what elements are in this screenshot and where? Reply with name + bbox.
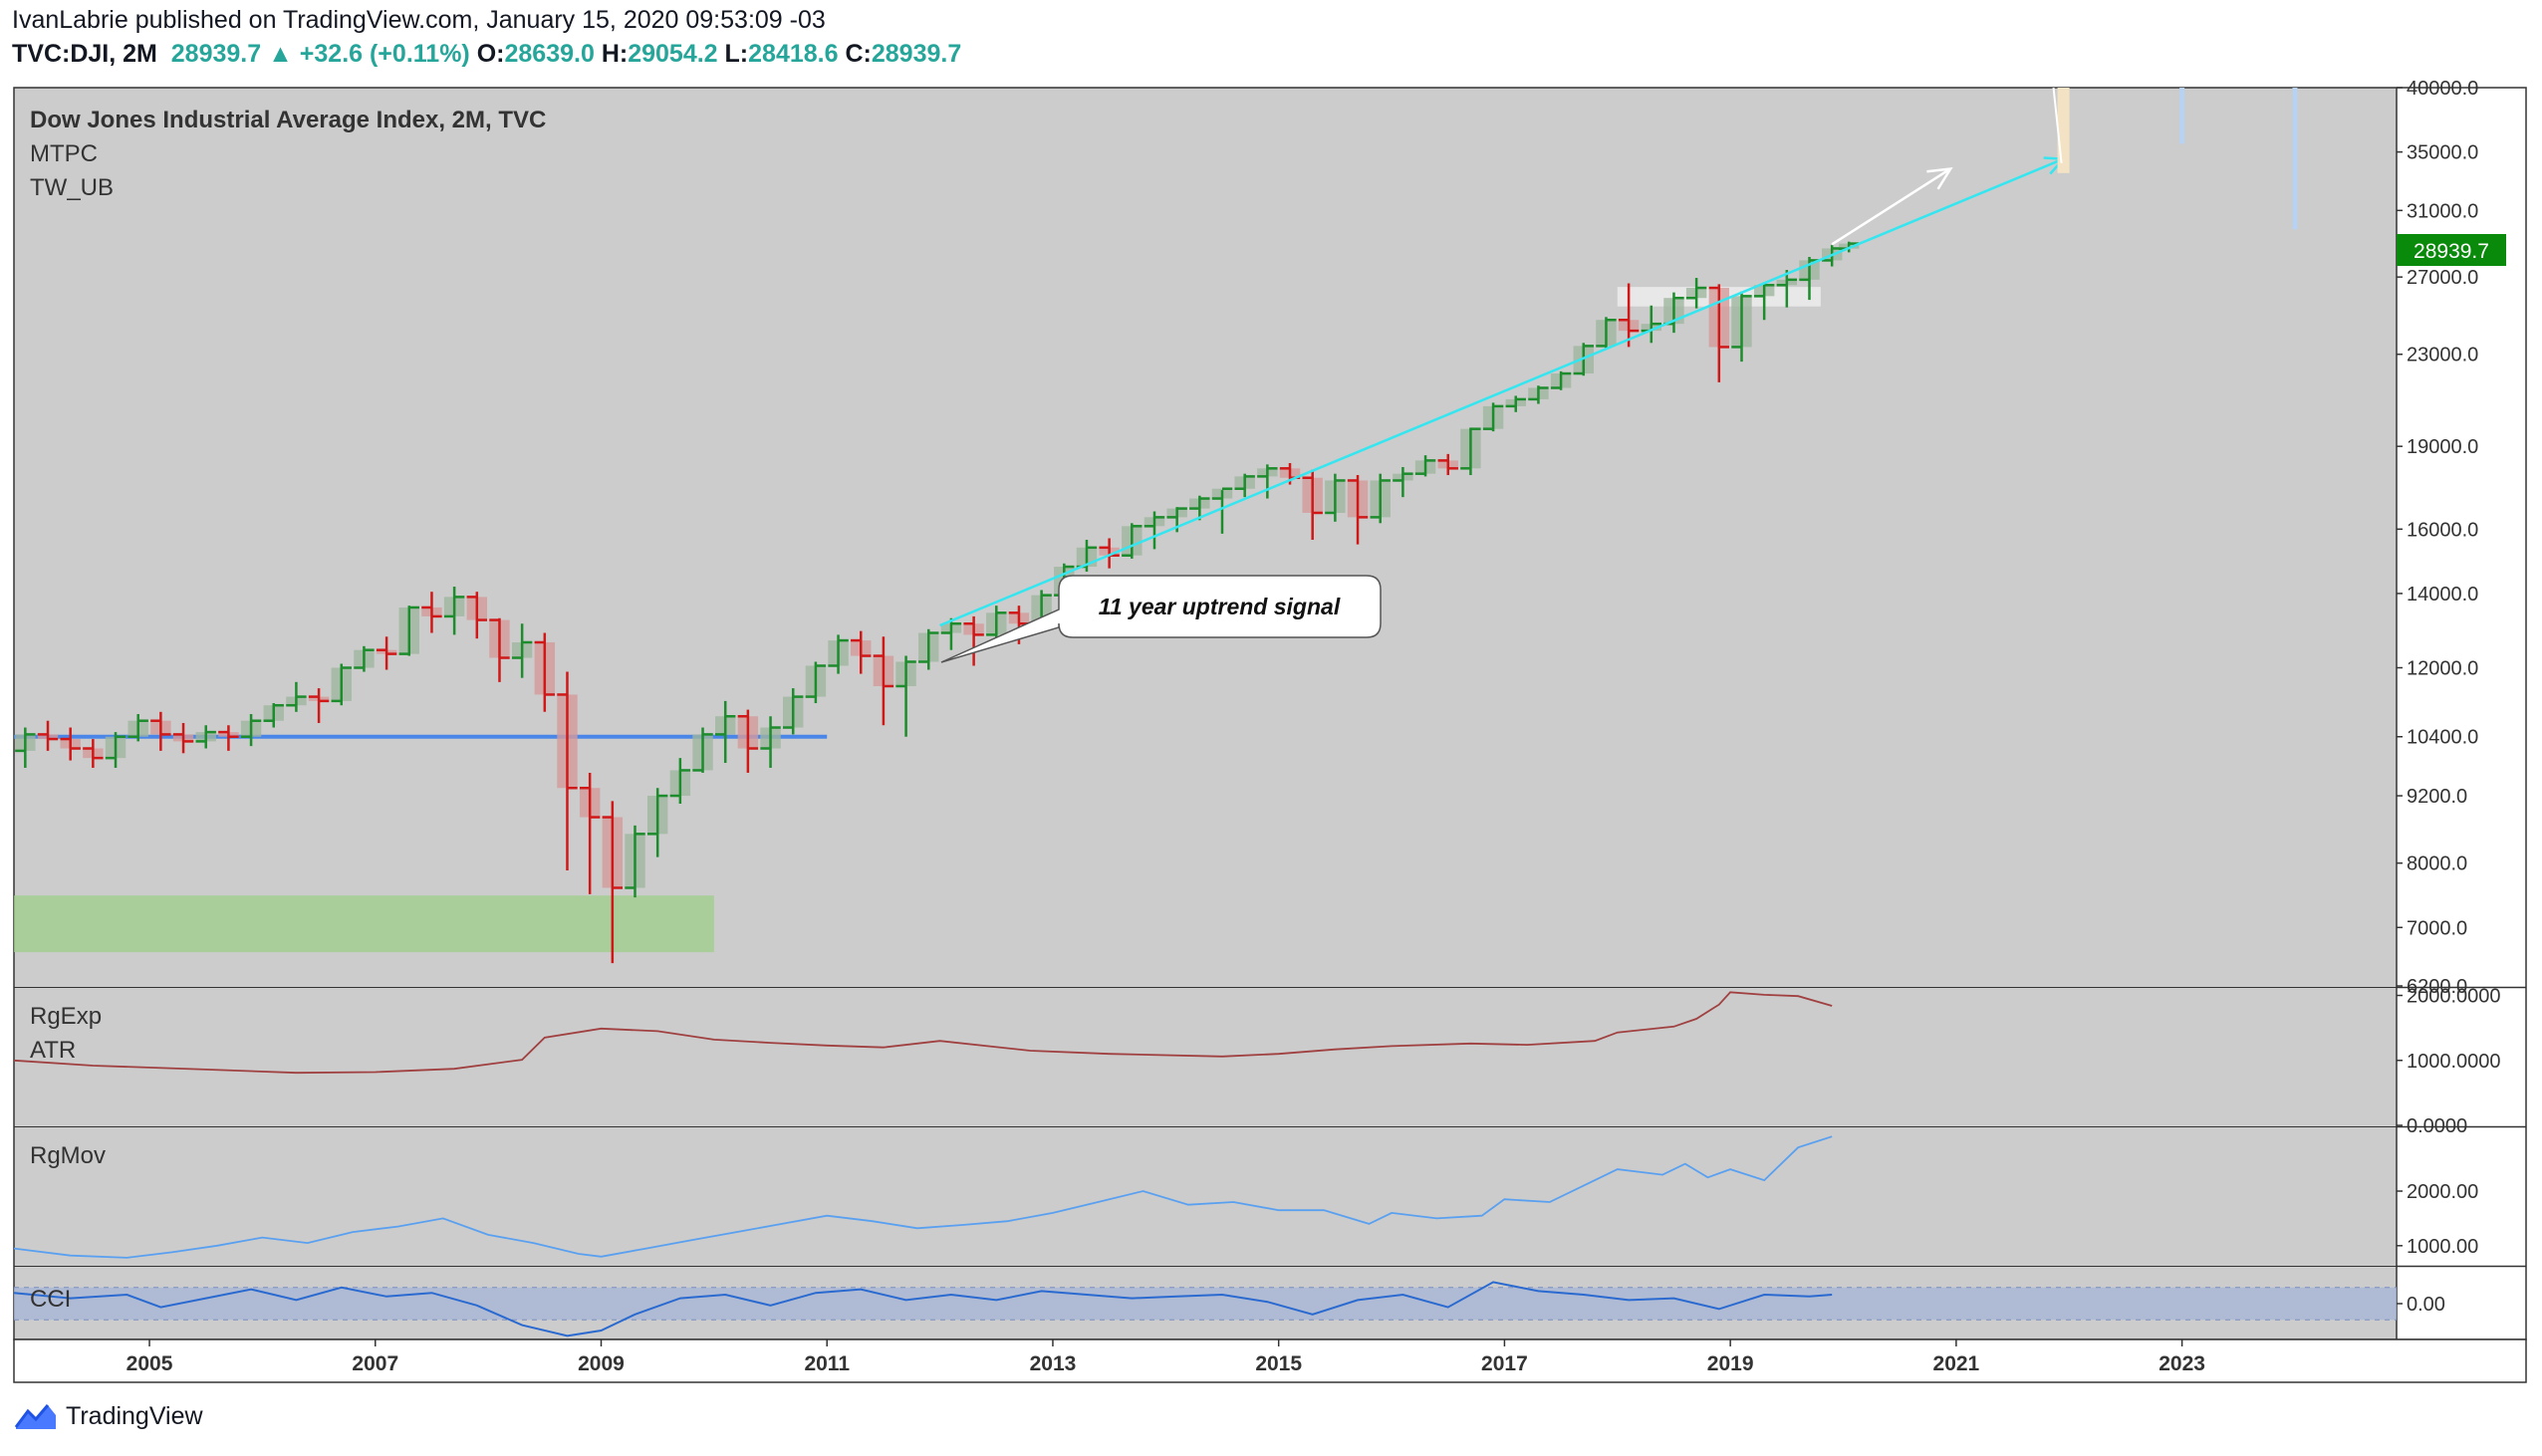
trend-line: [939, 157, 2065, 627]
publish-line: IvanLabrie published on TradingView.com,…: [12, 6, 826, 35]
annotation-callout[interactable]: 11 year uptrend signal: [940, 575, 1382, 663]
main-legend-twub: TW_UB: [30, 174, 114, 201]
vertical-marker-1: [2292, 88, 2298, 230]
price-tick-label-13: 6200.0: [2407, 976, 2467, 998]
pane4-legend-cci: CCI: [30, 1286, 71, 1313]
time-tick-label-1: 2007: [352, 1352, 398, 1375]
pane-bg-main: [14, 88, 2397, 986]
time-tick-label-4: 2013: [1030, 1352, 1077, 1375]
price-tick-label-9: 10400.0: [2407, 727, 2478, 749]
price-tick-label-12: 7000.0: [2407, 917, 2467, 939]
price-pane[interactable]: [14, 87, 2298, 964]
main-legend-mtpc: MTPC: [30, 140, 98, 167]
tradingview-logo-icon: [14, 1403, 56, 1429]
projection-arrow: [1831, 167, 1951, 246]
last-price: 28939.7: [170, 40, 262, 68]
rgmov-line-tick-label-1: 1000.00: [2407, 1236, 2478, 1258]
rgmov-line: [13, 1135, 1833, 1259]
cci-line: [13, 1281, 1833, 1337]
projection-band: [2057, 88, 2070, 173]
high-label: H:: [601, 40, 629, 68]
pane-bg-p3: [14, 1128, 2397, 1265]
price-change: ▲ +32.6 (+0.11%): [268, 40, 470, 68]
open-label: O:: [476, 40, 505, 68]
pane2-legend-atr: ATR: [30, 1037, 76, 1064]
pane3-legend-rgmov: RgMov: [30, 1142, 106, 1169]
cci-line-tick-label-0: 0.00: [2407, 1294, 2445, 1316]
publish-text: IvanLabrie published on TradingView.com,…: [12, 6, 826, 34]
close-label: C:: [845, 40, 872, 68]
rgexp-atr-pane[interactable]: [13, 991, 1833, 1075]
symbol-name: TVC:DJI, 2M: [12, 40, 157, 68]
callout-text: 11 year uptrend signal: [1099, 594, 1341, 619]
time-tick-label-7: 2019: [1707, 1352, 1754, 1375]
time-tick-label-5: 2015: [1255, 1352, 1302, 1375]
price-tick-label-7: 14000.0: [2407, 584, 2478, 606]
brand-name: TradingView: [66, 1402, 203, 1430]
projection-arrowhead: [1926, 166, 1953, 190]
demand-zone: [14, 895, 714, 953]
cci-band: [14, 1287, 2397, 1321]
vertical-marker-0: [2179, 88, 2185, 144]
symbol-line: TVC:DJI, 2M 28939.7 ▲ +32.6 (+0.11%) O:2…: [12, 40, 961, 69]
rgmov-pane[interactable]: [13, 1135, 1833, 1259]
time-tick-label-0: 2005: [127, 1352, 173, 1375]
projection-band-edge: [2052, 87, 2063, 163]
time-tick-label-3: 2011: [804, 1352, 850, 1375]
pane2-legend-rgexp: RgExp: [30, 1003, 102, 1030]
atr-line-tick-label-1: 1000.0000: [2407, 1051, 2501, 1073]
axes: 40000.0 35000.0 31000.0 27000.0 23000.0 19000…: [127, 78, 2501, 1375]
price-tick-label-1: 35000.0: [2407, 142, 2478, 164]
time-tick-label-8: 2021: [1933, 1352, 1980, 1375]
price-tick-label-0: 40000.0: [2407, 78, 2478, 100]
price-tick-label-6: 16000.0: [2407, 519, 2478, 541]
pane-legends: Dow Jones Industrial Average Index, 2M, …: [30, 107, 546, 1313]
time-tick-label-2: 2009: [578, 1352, 625, 1375]
price-tick-label-8: 12000.0: [2407, 658, 2478, 680]
close-value: 28939.7: [871, 40, 962, 68]
callout-shape: [940, 575, 1382, 663]
open-value: 28639.0: [504, 40, 595, 68]
high-value: 29054.2: [628, 40, 718, 68]
rgmov-line-tick-label-0: 2000.00: [2407, 1181, 2478, 1203]
time-tick-label-9: 2023: [2159, 1352, 2205, 1375]
price-tick-label-10: 9200.0: [2407, 786, 2467, 808]
brand[interactable]: TradingView: [14, 1402, 203, 1431]
price-badge-bg: [2397, 234, 2506, 266]
panes-background: [13, 87, 2527, 1383]
atr-line: [13, 991, 1833, 1075]
price-tick-label-4: 23000.0: [2407, 345, 2478, 366]
low-label: L:: [724, 40, 749, 68]
cci-pane[interactable]: [13, 1281, 2397, 1337]
price-tick-label-5: 19000.0: [2407, 436, 2478, 458]
price-tick-label-11: 8000.0: [2407, 853, 2467, 875]
time-tick-label-6: 2017: [1481, 1352, 1528, 1375]
low-value: 28418.6: [748, 40, 839, 68]
atr-line-tick-label-2: 0.0000: [2407, 1115, 2467, 1137]
atr-line-tick-label-0: 2000.0000: [2407, 986, 2501, 1008]
pane-bg-p2: [14, 989, 2397, 1125]
price-tick-label-2: 31000.0: [2407, 200, 2478, 222]
main-legend-title: Dow Jones Industrial Average Index, 2M, …: [30, 107, 546, 133]
price-badge-text: 28939.7: [2414, 240, 2489, 263]
last-price-badge: 28939.7: [2397, 234, 2506, 266]
time-axis-bg: [13, 1338, 2527, 1383]
price-tick-label-3: 27000.0: [2407, 267, 2478, 289]
